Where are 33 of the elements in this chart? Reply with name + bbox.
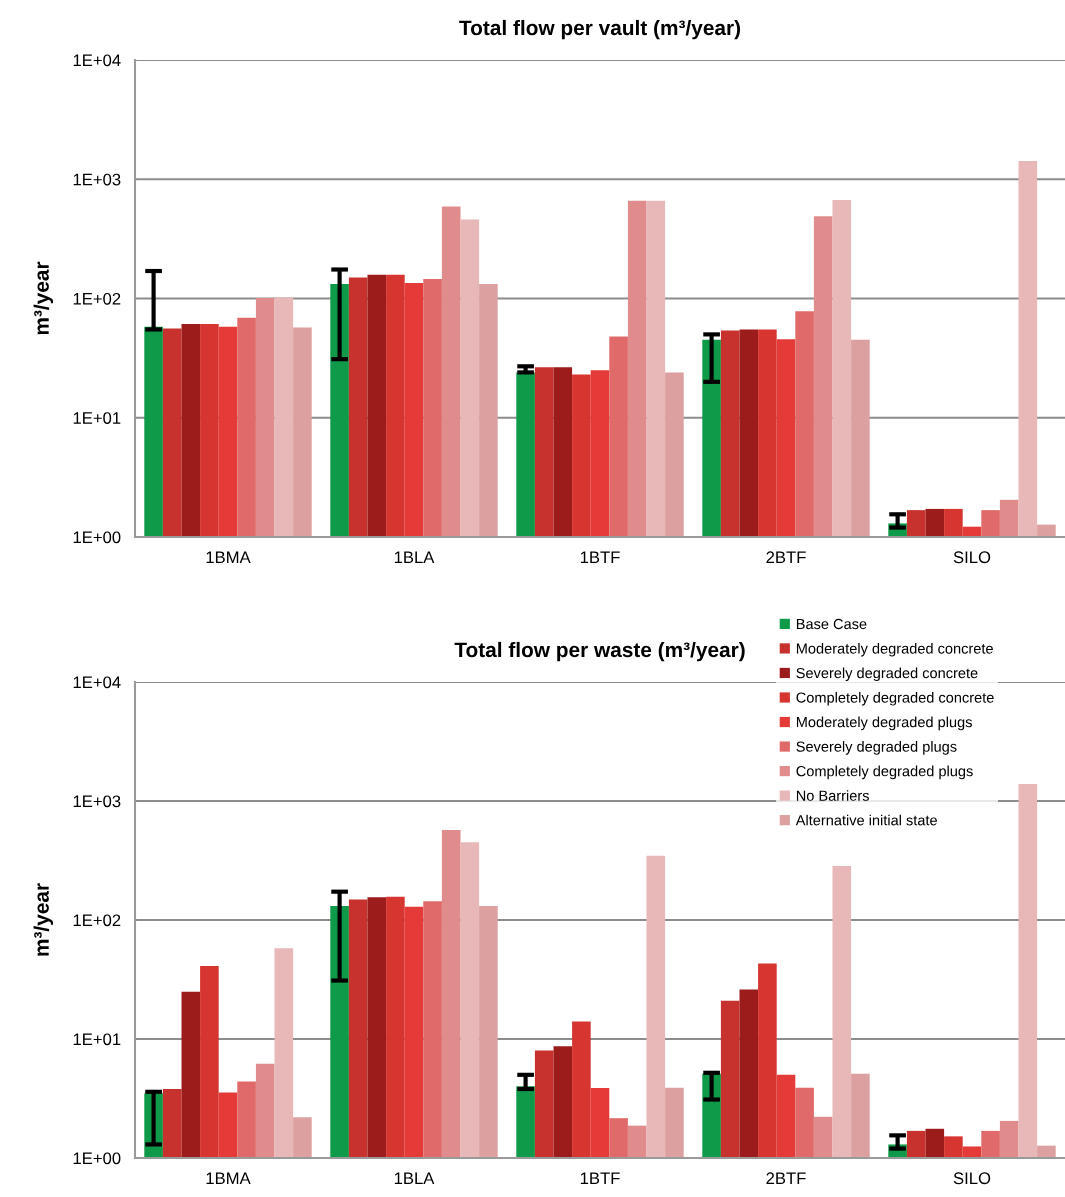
x-tick-label: 2BTF xyxy=(766,1172,806,1184)
legend-label: Completely degraded concrete xyxy=(796,692,994,706)
legend-label: Moderately degraded concrete xyxy=(796,642,993,657)
y-tick-label: 1E+03 xyxy=(73,173,121,186)
legend-label: No Barriers xyxy=(796,790,869,801)
y-tick-label: 1E+00 xyxy=(73,1152,121,1165)
chart-title: Total flow per vault (m³/year) xyxy=(459,19,741,40)
x-tick-label: 1BMA xyxy=(206,551,251,563)
legend-label: Severely degraded plugs xyxy=(796,741,957,755)
x-tick-label: SILO xyxy=(953,551,991,564)
y-tick-label: 1E+04 xyxy=(73,54,121,67)
y-tick-label: 1E+02 xyxy=(73,914,121,927)
legend-label: Completely degraded plugs xyxy=(796,765,973,780)
x-tick-label: 1BTF xyxy=(580,551,620,563)
x-tick-label: 2BTF xyxy=(766,551,806,563)
y-tick-label: 1E+01 xyxy=(73,412,121,424)
y-tick-label: 1E+04 xyxy=(73,676,121,689)
x-tick-label: 1BLA xyxy=(394,551,435,563)
y-tick-label: 1E+02 xyxy=(73,292,121,305)
x-tick-label: 1BTF xyxy=(580,1172,620,1184)
y-tick-label: 1E+00 xyxy=(73,531,121,544)
y-axis-title: m³/year xyxy=(33,883,54,956)
y-axis-title: m³/year xyxy=(33,261,54,335)
legend-label: Base Case xyxy=(796,618,867,630)
x-tick-label: 1BMA xyxy=(206,1172,251,1184)
legend-label: Alternative initial state xyxy=(795,814,937,826)
legend-label: Moderately degraded plugs xyxy=(796,716,972,731)
chart-title: Total flow per waste (m³/year) xyxy=(454,641,745,662)
y-tick-label: 1E+03 xyxy=(73,795,121,808)
legend-label: Severely degraded concrete xyxy=(796,667,978,682)
y-tick-label: 1E+01 xyxy=(73,1033,121,1046)
x-tick-label: 1BLA xyxy=(394,1172,435,1184)
x-tick-label: SILO xyxy=(953,1172,991,1185)
